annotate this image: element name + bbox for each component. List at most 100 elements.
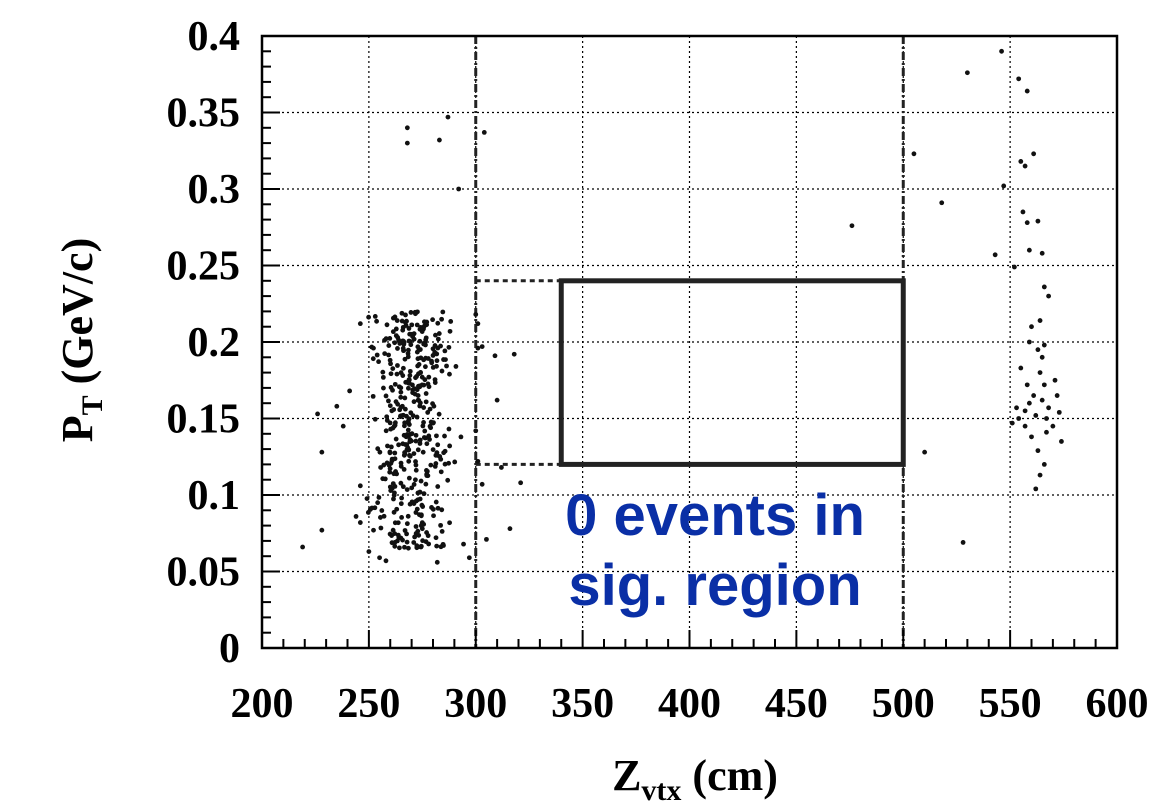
data-point-389 [412,477,418,483]
data-point-47 [1016,76,1022,82]
data-point-199 [439,316,445,322]
data-point-36 [849,223,855,229]
y-axis-title: PT (GeV/c) [53,238,109,443]
data-point-518 [395,532,401,538]
y-tick-label-7: 0.35 [167,91,241,137]
data-point-468 [402,544,407,550]
data-point-64 [1039,354,1045,360]
data-point-192 [381,385,386,391]
data-point-163 [421,491,427,497]
data-point-337 [407,453,413,459]
data-point-57 [1041,284,1047,290]
data-point-56 [1039,250,1045,256]
x-tick-label-5: 450 [765,681,828,727]
data-point-327 [403,379,409,385]
data-point-351 [384,414,390,420]
data-point-52 [1024,220,1030,226]
data-point-253 [393,436,399,442]
data-point-475 [387,336,393,341]
y-tick-label-4: 0.2 [188,320,241,366]
data-point-80 [1031,393,1037,398]
x-axis-title: Zvtx (cm) [612,751,778,807]
data-point-452 [407,380,412,386]
data-point-509 [436,411,442,417]
data-point-61 [1029,324,1034,330]
data-point-508 [419,382,425,388]
data-point-33 [511,351,517,357]
data-point-233 [407,368,413,374]
annotation-line-2: sig. region [568,553,861,618]
y-tick-label-0: 0 [219,626,240,672]
data-point-353 [438,469,444,475]
data-point-441 [405,347,411,353]
x-tick-labels: 200 250 300 350 400 450 500 550 600 [231,681,1149,727]
data-point-510 [435,345,441,351]
data-point-162 [399,310,405,316]
data-point-276 [388,460,394,466]
data-point-89 [1014,405,1019,411]
data-point-399 [425,356,431,361]
data-point-153 [426,374,432,380]
data-point-308 [392,456,398,462]
data-point-27 [475,458,481,464]
data-point-41 [964,70,970,76]
data-point-34 [507,526,513,532]
data-point-66 [1037,472,1043,478]
data-point-409 [430,346,436,352]
data-point-387 [414,543,420,549]
data-point-258 [420,449,426,455]
data-point-358 [458,434,464,440]
data-point-283 [433,535,439,541]
data-point-226 [417,338,423,344]
data-point-266 [386,352,391,358]
data-points [300,48,1064,565]
data-point-254 [423,481,429,487]
data-point-382 [406,326,412,331]
data-point-40 [960,540,966,545]
signal-region-box [558,278,906,467]
data-point-517 [429,505,434,510]
data-point-216 [372,313,378,319]
data-point-60 [1041,342,1047,348]
data-point-236 [442,348,448,354]
data-point-167 [375,500,381,506]
data-point-363 [423,337,429,343]
data-point-384 [387,403,393,409]
data-point-229 [398,501,404,507]
data-point-119 [440,309,446,315]
data-point-439 [409,485,415,491]
data-point-485 [424,319,430,325]
data-point-386 [418,544,424,550]
y-tick-label-1: 0.05 [167,550,241,596]
data-point-460 [434,543,440,549]
data-point-73 [1046,405,1051,411]
data-point-109 [413,467,419,473]
data-point-426 [413,524,419,529]
data-point-110 [414,414,420,420]
data-point-394 [445,477,451,483]
data-point-440 [431,403,437,409]
data-point-69 [1054,393,1060,398]
data-point-272 [386,398,391,404]
data-point-48 [1024,88,1030,94]
data-point-26 [473,428,479,434]
data-point-385 [400,327,406,333]
data-point-299 [452,459,458,465]
data-point-44 [1001,183,1007,189]
data-point-477 [416,532,422,538]
data-point-332 [402,395,408,401]
data-point-454 [430,353,436,358]
data-point-174 [400,441,406,447]
data-point-492 [395,538,400,544]
data-point-489 [432,380,438,385]
data-point-433 [444,363,449,369]
data-point-241 [439,368,445,374]
data-point-507 [400,345,406,351]
data-point-380 [413,375,418,381]
data-point-42 [992,252,998,258]
y-tick-label-3: 0.15 [167,397,241,443]
data-point-24 [475,345,481,351]
data-point-412 [407,501,413,507]
data-point-407 [392,422,398,428]
data-point-513 [398,460,404,466]
